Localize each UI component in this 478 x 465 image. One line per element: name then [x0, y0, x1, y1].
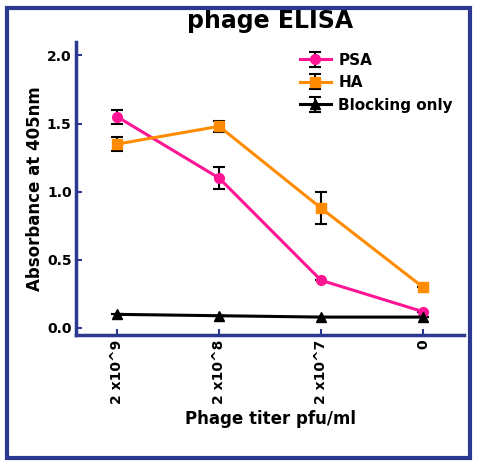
- Legend: PSA, HA, Blocking only: PSA, HA, Blocking only: [297, 49, 456, 116]
- Y-axis label: Absorbance at 405nm: Absorbance at 405nm: [26, 86, 44, 291]
- X-axis label: Phage titer pfu/ml: Phage titer pfu/ml: [185, 410, 356, 428]
- Title: phage ELISA: phage ELISA: [187, 9, 353, 33]
